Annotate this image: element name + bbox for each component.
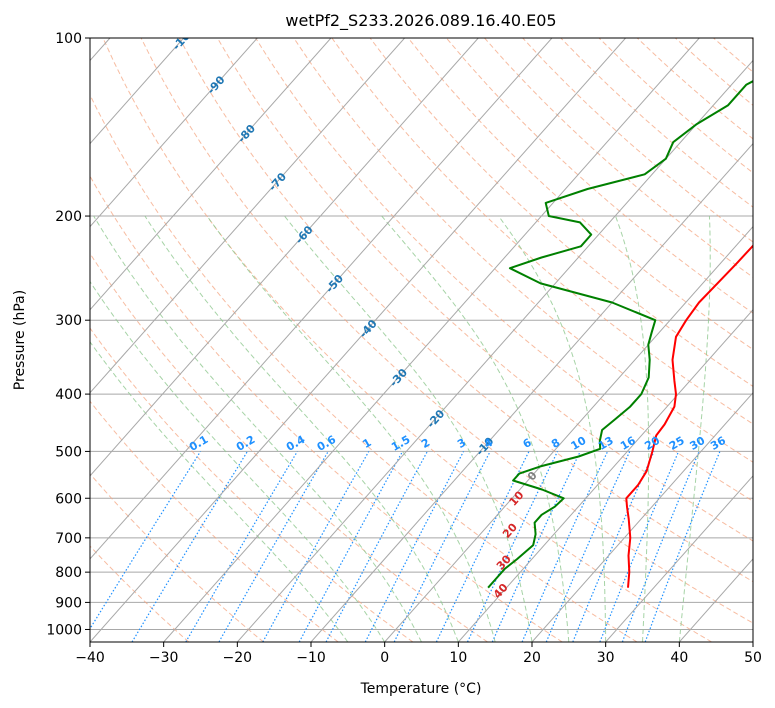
moist-adiabat <box>206 215 496 642</box>
isotherm <box>90 38 627 642</box>
plot-frame <box>89 37 754 643</box>
y-tick-label: 500 <box>55 444 82 460</box>
y-tick-label: 1000 <box>46 622 82 638</box>
isotherm <box>236 59 753 642</box>
mixing-ratio-line <box>572 451 655 642</box>
mixing-ratio-line <box>298 451 404 642</box>
x-tick-label: 40 <box>670 650 688 666</box>
dry-adiabat <box>90 252 488 642</box>
dry-adiabat <box>102 38 712 642</box>
y-tick-label: 600 <box>55 491 82 507</box>
moist-adiabat <box>284 215 533 642</box>
moist-adiabat <box>144 215 459 642</box>
dry-adiabat <box>90 93 638 642</box>
x-tick-label: 30 <box>597 650 615 666</box>
isotherm <box>310 142 753 642</box>
isotherm <box>90 38 479 477</box>
isotherm <box>90 38 553 560</box>
dry-adiabat <box>255 38 753 502</box>
isotherm <box>605 475 753 642</box>
moist-adiabat <box>93 215 422 642</box>
y-tick-label: 100 <box>55 31 82 47</box>
dry-adiabat <box>293 38 753 463</box>
y-axis-title: Pressure (hPa) <box>12 290 28 390</box>
isotherm <box>531 392 753 642</box>
isotherm <box>90 38 406 394</box>
x-tick-label: −10 <box>296 650 326 666</box>
isotherm <box>90 38 185 145</box>
axes: −40 −30 −20 −10 0 10 20 30 40 50 100 200 300 400 500 60… <box>46 31 762 666</box>
plot-area <box>90 38 753 642</box>
mixing-ratio-line <box>621 451 700 642</box>
moist-adiabat <box>90 280 386 642</box>
isotherm <box>457 308 753 642</box>
dewpoint-profile <box>487 80 753 589</box>
mixing-ratio-line <box>644 451 721 642</box>
mixing-ratio-line <box>435 451 530 642</box>
dry-adiabat <box>90 175 563 642</box>
dry-adiabat <box>90 400 339 642</box>
mixing-ratio-line <box>90 451 202 630</box>
y-tick-label: 400 <box>55 387 82 403</box>
isotherm <box>90 38 332 311</box>
y-tick-label: 800 <box>55 565 82 581</box>
x-tick-label: 20 <box>523 650 541 666</box>
dry-adiabat <box>407 38 753 351</box>
dry-adiabat <box>90 473 264 642</box>
y-tick-label: 700 <box>55 531 82 547</box>
y-tick-label: 300 <box>55 313 82 329</box>
dry-adiabat <box>178 38 753 583</box>
dry-adiabat <box>140 38 753 624</box>
mixing-ratio-line <box>466 451 559 642</box>
mixing-ratio-line <box>545 451 631 642</box>
moist-adiabat <box>678 215 711 642</box>
x-tick-label: 10 <box>449 650 467 666</box>
x-tick-label: 0 <box>380 650 389 666</box>
mixing-ratio-line <box>262 451 370 642</box>
x-tick-label: 50 <box>744 650 762 666</box>
x-tick-label: −40 <box>75 650 105 666</box>
moist-adiabat <box>498 215 607 642</box>
mixing-ratio-line <box>599 451 680 642</box>
mixing-ratio-line <box>325 451 428 642</box>
y-tick-label: 900 <box>55 595 82 611</box>
moist-adiabat <box>90 341 349 642</box>
mixing-ratio-line <box>491 451 581 642</box>
isotherm <box>163 38 700 642</box>
chart-title: wetPf2_S233.2026.089.16.40.E05 <box>285 11 556 31</box>
mixing-ratio-line <box>364 451 465 642</box>
dry-adiabat <box>369 38 753 387</box>
mixing-ratio-line <box>521 451 609 642</box>
isotherm <box>90 38 258 228</box>
x-tick-label: −20 <box>223 650 253 666</box>
mixing-ratio-line <box>393 451 491 642</box>
isotherm <box>384 225 753 642</box>
x-axis-title: Temperature (°C) <box>360 681 482 697</box>
x-tick-label: −30 <box>149 650 179 666</box>
y-tick-label: 200 <box>55 209 82 225</box>
moist-adiabat <box>615 215 650 642</box>
temperature-profile <box>625 244 753 588</box>
